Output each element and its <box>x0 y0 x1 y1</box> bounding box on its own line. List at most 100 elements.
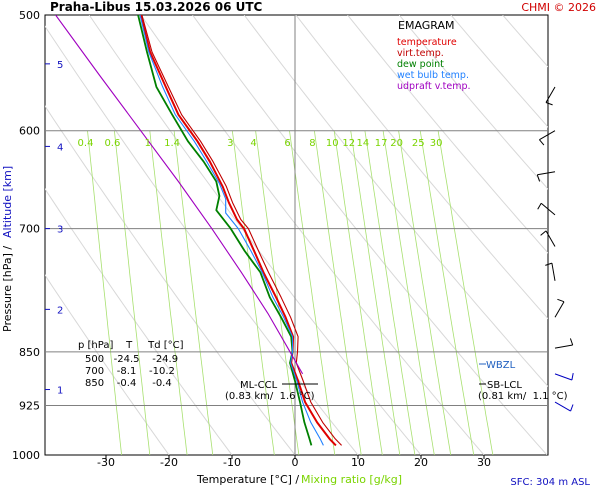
wind-barb <box>554 344 573 349</box>
sb-lcl-label: SB-LCL <box>487 380 522 391</box>
ml-ccl-label: ML-CCL <box>240 380 278 391</box>
temperature-tick-label: 0 <box>292 456 299 469</box>
sounding-table: p [hPa] T Td [°C] 500 -24.5 -24.9 700 -8… <box>78 340 184 389</box>
dry-adiabat <box>450 15 548 128</box>
series-group <box>55 15 342 447</box>
legend-item-temperature: temperature <box>397 37 457 48</box>
wind-barb-flag <box>540 230 547 236</box>
altitude-labels: 1 2 3 4 5 <box>45 60 63 397</box>
dry-adiabat <box>398 15 548 190</box>
grid <box>45 15 548 455</box>
mixing-ratio-line <box>255 130 300 455</box>
wind-barb-flag <box>539 139 545 146</box>
wind-barbs <box>536 86 574 412</box>
wind-barb <box>551 263 556 281</box>
mixing-ratio-label: 20 <box>390 138 403 149</box>
wind-barb-flag <box>557 298 565 303</box>
legend-item-dew-point: dew point <box>397 59 444 70</box>
temperature-tick-label: -20 <box>160 456 178 469</box>
background-lines <box>45 15 600 455</box>
series-line-virt-temp- <box>141 15 342 446</box>
pressure-tick-label: 1000 <box>12 449 40 462</box>
mixing-ratio-label: 8 <box>309 138 315 149</box>
mixing-ratio-label: 1 <box>145 138 151 149</box>
dry-adiabat <box>192 15 548 455</box>
wind-barb <box>554 373 573 381</box>
y-axis-label-pressure: Pressure [hPa] / <box>1 246 14 332</box>
temperature-tick-label: 30 <box>477 456 491 469</box>
mixing-ratio-label: 6 <box>284 138 290 149</box>
mixing-ratio-line <box>114 130 151 455</box>
dry-adiabat <box>45 188 233 455</box>
mixing-ratio-label: 1.4 <box>164 138 180 149</box>
wind-barb <box>554 301 565 318</box>
chart-title: Praha-Libus 15.03.2026 06 UTC <box>50 0 263 14</box>
wind-barb <box>539 130 556 141</box>
wind-barb <box>554 401 571 412</box>
axis-ticks: 500 600 700 850 925 1000 -30 -20 -10 0 10 20 30 <box>12 9 491 469</box>
legend-item-virt-temp: virt.temp. <box>397 48 444 59</box>
dry-adiabat <box>243 15 548 388</box>
wind-barb-flag <box>537 203 542 210</box>
table-row-700: 700 -8.1 -10.2 <box>85 366 175 377</box>
mixing-ratio-line <box>333 130 383 455</box>
dry-adiabat <box>88 15 422 455</box>
series-line-wet-bulb-temp- <box>139 15 324 446</box>
mixing-ratio-label: 0.6 <box>104 138 120 149</box>
mixing-ratio-line <box>419 130 475 455</box>
wind-barb-flag <box>570 404 574 412</box>
wind-barb <box>540 202 556 216</box>
dry-adiabat <box>45 274 170 455</box>
mixing-ratio-line <box>382 130 435 455</box>
mixing-ratio-label: 14 <box>357 138 370 149</box>
surface-elevation: SFC: 304 m ASL <box>510 477 590 488</box>
mixing-ratio-line <box>437 130 494 455</box>
wind-barb-flag <box>536 174 541 182</box>
dry-adiabat <box>295 15 548 320</box>
legend-item-wet-bulb: wet bulb temp. <box>397 70 469 81</box>
pressure-tick-label: 600 <box>19 125 40 138</box>
pressure-tick-label: 850 <box>19 346 40 359</box>
pressure-tick-label: 700 <box>19 223 40 236</box>
series-line-dew-point <box>137 15 313 446</box>
mixing-ratio-label: 30 <box>430 138 443 149</box>
pressure-tick-label: 500 <box>19 9 40 22</box>
series-line-temperature <box>139 15 337 447</box>
altitude-label: 2 <box>57 305 63 316</box>
temperature-tick-label: 20 <box>414 456 428 469</box>
mixing-ratio-line <box>289 130 336 455</box>
legend-title: EMAGRAM <box>398 19 455 32</box>
x-axis-label: Temperature [°C] / <box>196 473 299 486</box>
copyright: CHMI © 2026 <box>521 1 596 14</box>
mixing-ratio-line <box>87 130 122 455</box>
temperature-tick-label: -30 <box>97 456 115 469</box>
wind-barb-flag <box>571 373 574 381</box>
y-axis-label-altitude: Altitude [km] <box>1 166 14 238</box>
mixing-ratio-line <box>149 130 188 455</box>
pressure-tick-label: 925 <box>19 400 40 413</box>
dry-adiabat <box>347 15 548 254</box>
altitude-label: 3 <box>57 225 63 236</box>
mixing-ratio-label: 3 <box>227 138 233 149</box>
mixing-ratio-label: 12 <box>342 138 355 149</box>
mixing-ratio-line <box>314 130 362 455</box>
series-line-udpraft-v-temp- <box>55 15 304 375</box>
dry-adiabat <box>45 105 296 455</box>
table-row-850: 850 -0.4 -0.4 <box>85 378 172 389</box>
mixing-ratio-line <box>231 130 275 455</box>
altitude-label: 1 <box>57 386 63 397</box>
wind-barb-flag <box>569 338 574 346</box>
temperature-tick-label: -10 <box>223 456 241 469</box>
wbzl-label: WBZL <box>486 360 516 371</box>
dry-adiabat <box>45 25 359 455</box>
dry-adiabat <box>554 15 600 455</box>
ml-ccl-value: (0.83 km/ 1.6 °C) <box>225 391 315 402</box>
annotations: ML-CCL (0.83 km/ 1.6 °C) WBZL SB-LCL (0.… <box>225 360 568 402</box>
mixing-ratio-line <box>350 130 401 455</box>
mixing-ratio-label: 25 <box>412 138 425 149</box>
table-row-500: 500 -24.5 -24.9 <box>85 354 178 365</box>
mixing-ratio-labels: 0.4 0.6 1 1.4 3 4 6 8 10 12 14 17 20 25 30 <box>78 138 443 149</box>
mixing-ratio-line <box>364 130 416 455</box>
mixing-ratio-label: 17 <box>375 138 388 149</box>
